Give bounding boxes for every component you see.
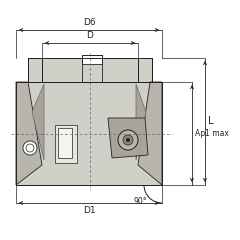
Text: D1: D1 — [83, 206, 95, 215]
Polygon shape — [16, 82, 42, 185]
Bar — [28, 58, 42, 82]
Circle shape — [123, 135, 133, 145]
Bar — [16, 82, 162, 185]
Circle shape — [23, 141, 37, 155]
Polygon shape — [138, 82, 162, 185]
Text: L: L — [208, 116, 214, 126]
Polygon shape — [32, 84, 44, 160]
Bar — [58, 128, 72, 158]
Text: D6: D6 — [83, 18, 95, 27]
Bar — [82, 55, 102, 64]
Polygon shape — [136, 84, 146, 160]
Text: 90°: 90° — [133, 197, 147, 206]
Polygon shape — [108, 118, 148, 158]
Text: D: D — [87, 31, 93, 40]
Circle shape — [126, 138, 130, 142]
Circle shape — [26, 144, 34, 152]
Bar — [138, 58, 152, 82]
Bar — [55, 125, 77, 163]
Bar — [42, 58, 138, 82]
Text: Ap1 max: Ap1 max — [195, 129, 229, 138]
Circle shape — [118, 130, 138, 150]
